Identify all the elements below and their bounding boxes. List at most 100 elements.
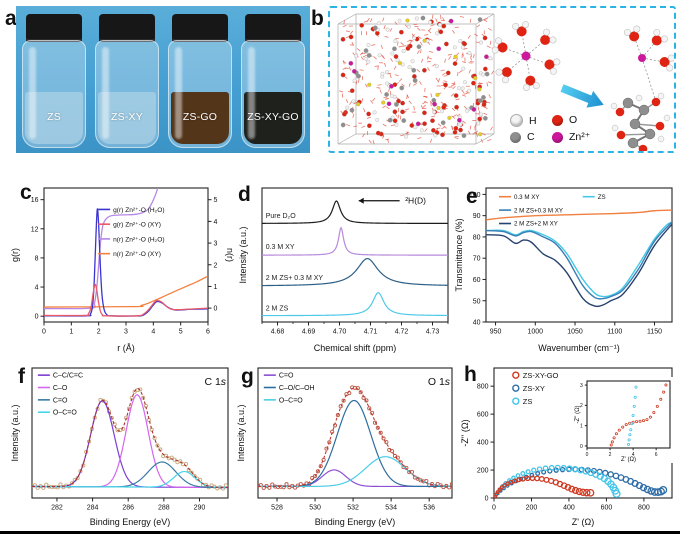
scatter-point: [542, 465, 549, 472]
chart-eis-nyquist-inset: 0 2 4 6 0 1 2 3 Z' (Ω) -Z'' (Ω): [572, 377, 674, 463]
svg-text:0: 0: [214, 306, 218, 313]
svg-text:Intensity (a.u.): Intensity (a.u.): [236, 404, 246, 461]
vial-ZS-GO: ZS-GO: [167, 14, 233, 148]
legend-label: O–C=O: [279, 397, 303, 404]
series-n(r) Zn2+-O (H2O): [44, 188, 159, 310]
scatter-point: [631, 414, 635, 418]
svg-text:4: 4: [214, 219, 218, 226]
scatter-point: [497, 487, 502, 492]
scatter-point: [223, 483, 228, 488]
scatter-point: [554, 464, 561, 471]
scatter-point: [529, 472, 535, 478]
scatter-point: [535, 471, 541, 477]
scatter-point: [358, 390, 363, 395]
scatter-point: [178, 459, 183, 464]
panel-letter-a: a: [5, 7, 17, 30]
svg-text:800: 800: [477, 384, 489, 391]
svg-text:6: 6: [655, 452, 658, 458]
legend-label: ZS: [523, 397, 533, 406]
svg-text:2: 2: [214, 262, 218, 269]
svg-text:Intensity (a.u.): Intensity (a.u.): [10, 404, 20, 461]
legend-label: g(r) Zn²⁺-O (H₂O): [113, 207, 164, 214]
svg-text:288: 288: [158, 505, 170, 512]
legend-item-H: H: [510, 114, 537, 127]
vial-cap: [26, 14, 82, 42]
svg-text:536: 536: [423, 505, 435, 512]
svg-text:Wavenumber (cm⁻¹): Wavenumber (cm⁻¹): [538, 343, 619, 353]
vial-label: ZS-GO: [182, 111, 218, 123]
scatter-point: [607, 471, 614, 478]
vials-photo: ZS ZS-XY ZS-GO ZS-XY-GO: [16, 6, 310, 153]
scatter-point: [638, 419, 642, 423]
series-0.3 M XY: [262, 226, 448, 256]
scatter-point: [313, 473, 318, 479]
svg-text:532: 532: [347, 505, 359, 512]
scatter-point: [627, 442, 631, 446]
vial-cap: [99, 14, 155, 42]
annotation: 2 M ZS: [266, 306, 289, 313]
svg-text:4.72: 4.72: [395, 329, 409, 336]
svg-text:950: 950: [490, 329, 502, 336]
vial-ZS: ZS: [21, 14, 87, 148]
scatter-point: [612, 436, 616, 440]
scatter-point: [515, 473, 521, 479]
chart-xps-o1s: 528 530 532 534 536 Binding Energy (eV) Intens…: [234, 362, 458, 532]
annotation: Pure D₂O: [266, 213, 297, 220]
scatter-point: [560, 464, 567, 471]
svg-text:4.73: 4.73: [426, 329, 440, 336]
scatter-point: [643, 485, 652, 494]
series-0.3 M XY: [486, 209, 672, 221]
scatter-point: [55, 485, 60, 490]
scatter-point: [568, 485, 576, 493]
svg-text:Transmittance (%): Transmittance (%): [454, 218, 464, 291]
scatter-point: [534, 475, 540, 482]
series-2 M ZS: [262, 291, 448, 317]
svg-text:400: 400: [563, 505, 575, 512]
scatter-point: [635, 481, 644, 490]
svg-text:1150: 1150: [647, 329, 662, 336]
scatter-point: [612, 489, 621, 498]
scatter-point: [525, 469, 531, 475]
svg-text:600: 600: [601, 505, 613, 512]
scatter-point: [609, 443, 613, 447]
scatter-point: [628, 421, 632, 425]
svg-text:Z' (Ω): Z' (Ω): [621, 457, 636, 463]
scatter-point: [531, 467, 537, 473]
scatter-point: [543, 476, 550, 483]
svg-text:Binding Energy (eV): Binding Energy (eV): [315, 517, 396, 527]
svg-text:3: 3: [214, 241, 218, 248]
panel-letter-d: d: [238, 183, 251, 206]
legend-item-Zn: Zn²⁺: [552, 131, 590, 143]
svg-text:16: 16: [31, 197, 39, 204]
svg-text:3: 3: [580, 383, 583, 389]
legend-label: C–O: [53, 385, 68, 392]
legend-label: 2 M ZS+2 M XY: [514, 221, 558, 228]
svg-text:80: 80: [473, 234, 481, 241]
page-divider: [0, 531, 680, 534]
vial-glass: ZS-XY-GO: [241, 40, 305, 148]
scatter-point: [378, 430, 383, 435]
svg-text:200: 200: [477, 468, 489, 475]
svg-text:284: 284: [87, 505, 99, 512]
svg-text:n(r): n(r): [225, 248, 234, 262]
svg-text:0: 0: [485, 496, 489, 503]
annotation: C 1s: [204, 376, 226, 388]
chart-svg: 528 530 532 534 536 Binding Energy (eV) Intens…: [236, 367, 453, 527]
scatter-point: [364, 398, 369, 403]
scatter-point: [602, 469, 609, 477]
vial-liquid: [244, 92, 302, 144]
scatter-point: [392, 453, 397, 459]
series-envelope: [258, 387, 452, 487]
svg-text:4.68: 4.68: [271, 329, 285, 336]
scatter-point: [582, 488, 591, 497]
legend-label: 0.3 M XY: [514, 194, 539, 201]
series-2 M ZS+0.3 M XY: [486, 221, 672, 300]
vial-glass: ZS: [22, 40, 86, 148]
legend-label: ZS: [598, 194, 606, 201]
annotation: O 1s: [428, 376, 451, 388]
scatter-point: [495, 490, 500, 495]
scatter-point: [647, 487, 656, 495]
panel-letter-b: b: [311, 7, 324, 30]
panel-letter-h: h: [464, 363, 477, 386]
scatter-point: [516, 477, 522, 483]
